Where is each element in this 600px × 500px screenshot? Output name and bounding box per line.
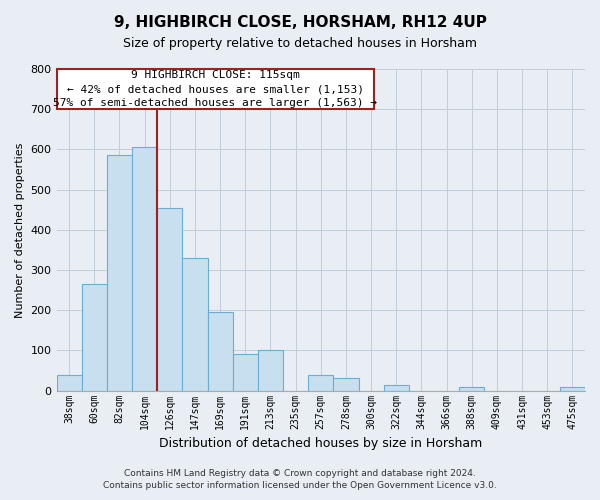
Bar bbox=[560, 388, 585, 390]
Bar bbox=[233, 354, 258, 390]
Bar bbox=[157, 208, 182, 390]
Bar bbox=[459, 388, 484, 390]
FancyBboxPatch shape bbox=[56, 69, 374, 109]
Text: 9 HIGHBIRCH CLOSE: 115sqm
← 42% of detached houses are smaller (1,153)
57% of se: 9 HIGHBIRCH CLOSE: 115sqm ← 42% of detac… bbox=[53, 70, 377, 108]
Bar bbox=[383, 385, 409, 390]
Text: Contains HM Land Registry data © Crown copyright and database right 2024.
Contai: Contains HM Land Registry data © Crown c… bbox=[103, 468, 497, 490]
Text: Size of property relative to detached houses in Horsham: Size of property relative to detached ho… bbox=[123, 38, 477, 51]
X-axis label: Distribution of detached houses by size in Horsham: Distribution of detached houses by size … bbox=[159, 437, 482, 450]
Bar bbox=[308, 376, 334, 390]
Y-axis label: Number of detached properties: Number of detached properties bbox=[15, 142, 25, 318]
Bar bbox=[132, 148, 157, 390]
Bar bbox=[182, 258, 208, 390]
Bar bbox=[82, 284, 107, 391]
Text: 9, HIGHBIRCH CLOSE, HORSHAM, RH12 4UP: 9, HIGHBIRCH CLOSE, HORSHAM, RH12 4UP bbox=[113, 15, 487, 30]
Bar bbox=[107, 156, 132, 390]
Bar bbox=[208, 312, 233, 390]
Bar bbox=[258, 350, 283, 391]
Bar bbox=[56, 376, 82, 390]
Bar bbox=[334, 378, 359, 390]
